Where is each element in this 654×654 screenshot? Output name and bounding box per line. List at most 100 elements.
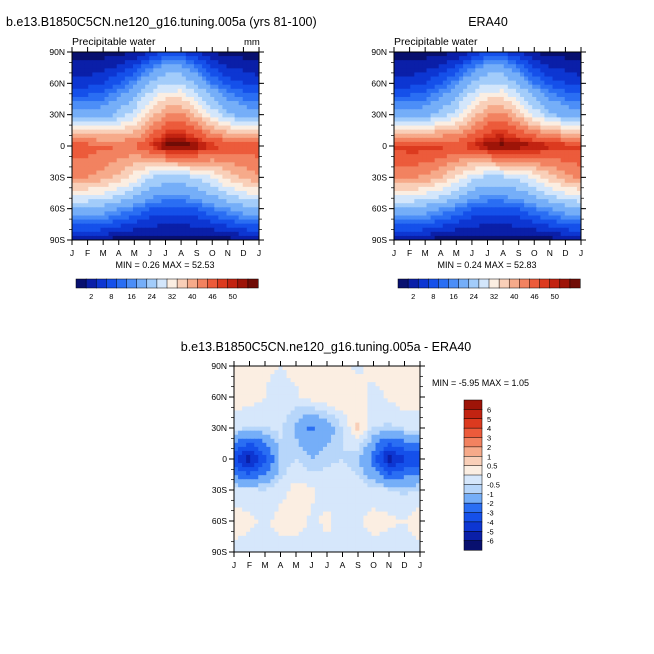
heatmap-cell	[153, 88, 158, 94]
heatmap-cell	[193, 174, 199, 180]
x-tick-label: O	[531, 248, 538, 258]
heatmap-cell	[165, 186, 171, 192]
heatmap-cell	[507, 60, 513, 65]
heatmap-cell	[104, 190, 110, 196]
heatmap-cell	[446, 231, 452, 237]
heatmap-cell	[294, 386, 300, 391]
heatmap-cell	[398, 174, 403, 180]
heatmap-cell	[298, 382, 304, 387]
heatmap-cell	[76, 150, 81, 155]
heatmap-cell	[418, 199, 423, 204]
heatmap-cell	[524, 121, 529, 127]
heatmap-cell	[414, 170, 419, 176]
heatmap-cell	[202, 154, 207, 159]
heatmap-cell	[128, 80, 134, 86]
heatmap-cell	[193, 215, 199, 221]
heatmap-cell	[112, 146, 118, 151]
heatmap-cell	[226, 96, 232, 102]
heatmap-cell	[214, 76, 219, 82]
heatmap-cell	[572, 235, 578, 241]
heatmap-cell	[108, 133, 114, 139]
heatmap-cell	[426, 137, 432, 143]
heatmap-cell	[434, 68, 440, 73]
heatmap-cell	[430, 101, 436, 106]
heatmap-cell	[124, 76, 130, 82]
heatmap-cell	[572, 72, 578, 78]
heatmap-cell	[402, 219, 407, 225]
heatmap-cell	[487, 227, 493, 233]
heatmap-cell	[483, 56, 488, 61]
y-tick-label: 60N	[49, 78, 65, 88]
heatmap-cell	[459, 121, 464, 127]
heatmap-cell	[218, 80, 223, 86]
heatmap-cell	[128, 60, 134, 65]
heatmap-cell	[371, 406, 377, 411]
heatmap-cell	[128, 203, 134, 208]
heatmap-cell	[576, 170, 582, 176]
heatmap-cell	[491, 207, 497, 212]
heatmap-cell	[422, 52, 428, 57]
heatmap-cell	[576, 223, 582, 229]
heatmap-cell	[286, 406, 292, 411]
heatmap-cell	[116, 162, 122, 167]
heatmap-cell	[491, 150, 497, 155]
heatmap-cell	[198, 113, 203, 118]
heatmap-cell	[294, 406, 300, 411]
heatmap-cell	[576, 52, 582, 57]
heatmap-cell	[398, 105, 403, 110]
heatmap-cell	[193, 80, 199, 86]
heatmap-cell	[367, 386, 372, 391]
heatmap-cell	[331, 398, 336, 403]
heatmap-cell	[515, 207, 521, 212]
heatmap-cell	[528, 64, 533, 69]
heatmap-cell	[88, 105, 93, 110]
heatmap-cell	[132, 52, 138, 57]
heatmap-cell	[343, 386, 348, 391]
heatmap-cell	[96, 182, 101, 188]
heatmap-cell	[226, 141, 232, 147]
heatmap-cell	[230, 158, 236, 163]
heatmap-cell	[568, 101, 574, 106]
heatmap-cell	[72, 227, 77, 233]
heatmap-cell	[189, 68, 195, 73]
heatmap-cell	[520, 174, 525, 180]
heatmap-cell	[564, 60, 570, 65]
heatmap-cell	[552, 150, 558, 155]
heatmap-cell	[556, 235, 562, 241]
heatmap-cell	[169, 182, 175, 188]
heatmap-cell	[524, 199, 529, 204]
heatmap-cell	[104, 113, 110, 118]
heatmap-cell	[415, 366, 421, 371]
heatmap-cell	[418, 121, 423, 127]
heatmap-cell	[157, 52, 162, 57]
heatmap-cell	[491, 231, 497, 237]
heatmap-cell	[418, 105, 423, 110]
heatmap-cell	[198, 109, 203, 114]
heatmap-cell	[454, 203, 460, 208]
heatmap-cell	[434, 137, 440, 143]
heatmap-cell	[193, 158, 199, 163]
heatmap-cell	[548, 113, 554, 118]
heatmap-cell	[137, 76, 142, 82]
colorbar-swatch	[176, 278, 188, 289]
heatmap-cell	[387, 398, 393, 403]
heatmap-cell	[198, 219, 203, 225]
heatmap-cell	[88, 56, 93, 61]
heatmap-cell	[544, 76, 549, 82]
heatmap-cell	[128, 186, 134, 192]
heatmap-cell	[202, 219, 207, 225]
heatmap-cell	[544, 109, 549, 114]
heatmap-cell	[450, 141, 456, 147]
heatmap-cell	[507, 154, 513, 159]
heatmap-cell	[80, 60, 85, 65]
heatmap-cell	[398, 96, 403, 102]
heatmap-cell	[487, 178, 493, 184]
heatmap-cell	[230, 199, 236, 204]
heatmap-cell	[467, 150, 472, 155]
heatmap-cell	[438, 105, 444, 110]
heatmap-cell	[410, 88, 415, 94]
heatmap-cell	[418, 72, 423, 78]
heatmap-cell	[112, 170, 118, 176]
heatmap-cell	[112, 223, 118, 229]
heatmap-cell	[536, 76, 541, 82]
